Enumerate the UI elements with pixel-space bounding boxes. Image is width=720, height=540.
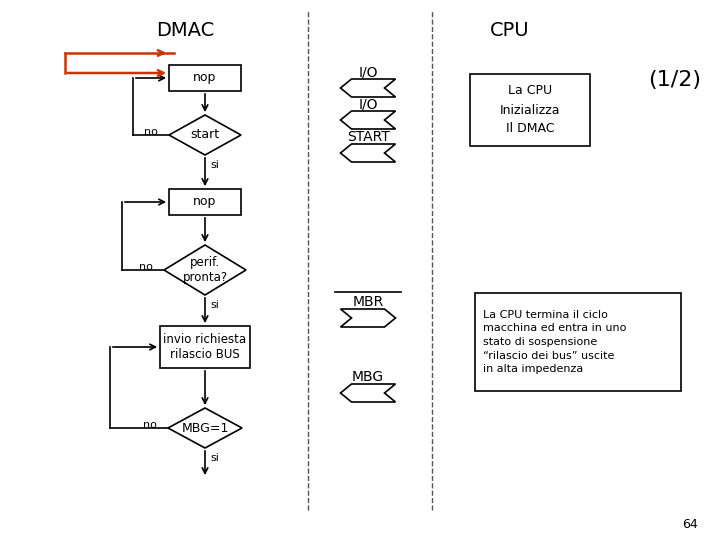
Text: La CPU
Inizializza
Il DMAC: La CPU Inizializza Il DMAC — [500, 84, 560, 136]
Text: I/O: I/O — [359, 65, 378, 79]
Text: nop: nop — [193, 195, 217, 208]
Text: invio richiesta
rilascio BUS: invio richiesta rilascio BUS — [163, 333, 246, 361]
FancyBboxPatch shape — [470, 74, 590, 146]
Polygon shape — [341, 79, 395, 97]
Text: 64: 64 — [682, 518, 698, 531]
Text: MBG=1: MBG=1 — [181, 422, 229, 435]
Polygon shape — [168, 408, 242, 448]
Text: CPU: CPU — [490, 21, 530, 39]
Text: no: no — [144, 127, 158, 137]
Polygon shape — [341, 309, 395, 327]
Text: perif.
pronta?: perif. pronta? — [182, 256, 228, 284]
Polygon shape — [169, 115, 241, 155]
FancyBboxPatch shape — [160, 326, 250, 368]
Text: (1/2): (1/2) — [649, 70, 701, 90]
Text: si: si — [210, 300, 219, 310]
Text: DMAC: DMAC — [156, 21, 214, 39]
Text: start: start — [190, 129, 220, 141]
Text: START: START — [346, 130, 390, 144]
Polygon shape — [341, 384, 395, 402]
Text: no: no — [139, 262, 153, 272]
Text: I/O: I/O — [359, 97, 378, 111]
FancyBboxPatch shape — [169, 65, 241, 91]
Text: si: si — [210, 453, 219, 463]
Text: La CPU termina il ciclo
macchina ed entra in uno
stato di sospensione
“rilascio : La CPU termina il ciclo macchina ed entr… — [483, 310, 626, 374]
Polygon shape — [341, 111, 395, 129]
Text: si: si — [210, 160, 219, 170]
Text: MBG: MBG — [352, 370, 384, 384]
Text: nop: nop — [193, 71, 217, 84]
FancyBboxPatch shape — [169, 189, 241, 215]
Polygon shape — [164, 245, 246, 295]
Text: no: no — [143, 420, 157, 430]
Polygon shape — [341, 144, 395, 162]
Text: MBR: MBR — [352, 295, 384, 309]
FancyBboxPatch shape — [475, 293, 681, 391]
